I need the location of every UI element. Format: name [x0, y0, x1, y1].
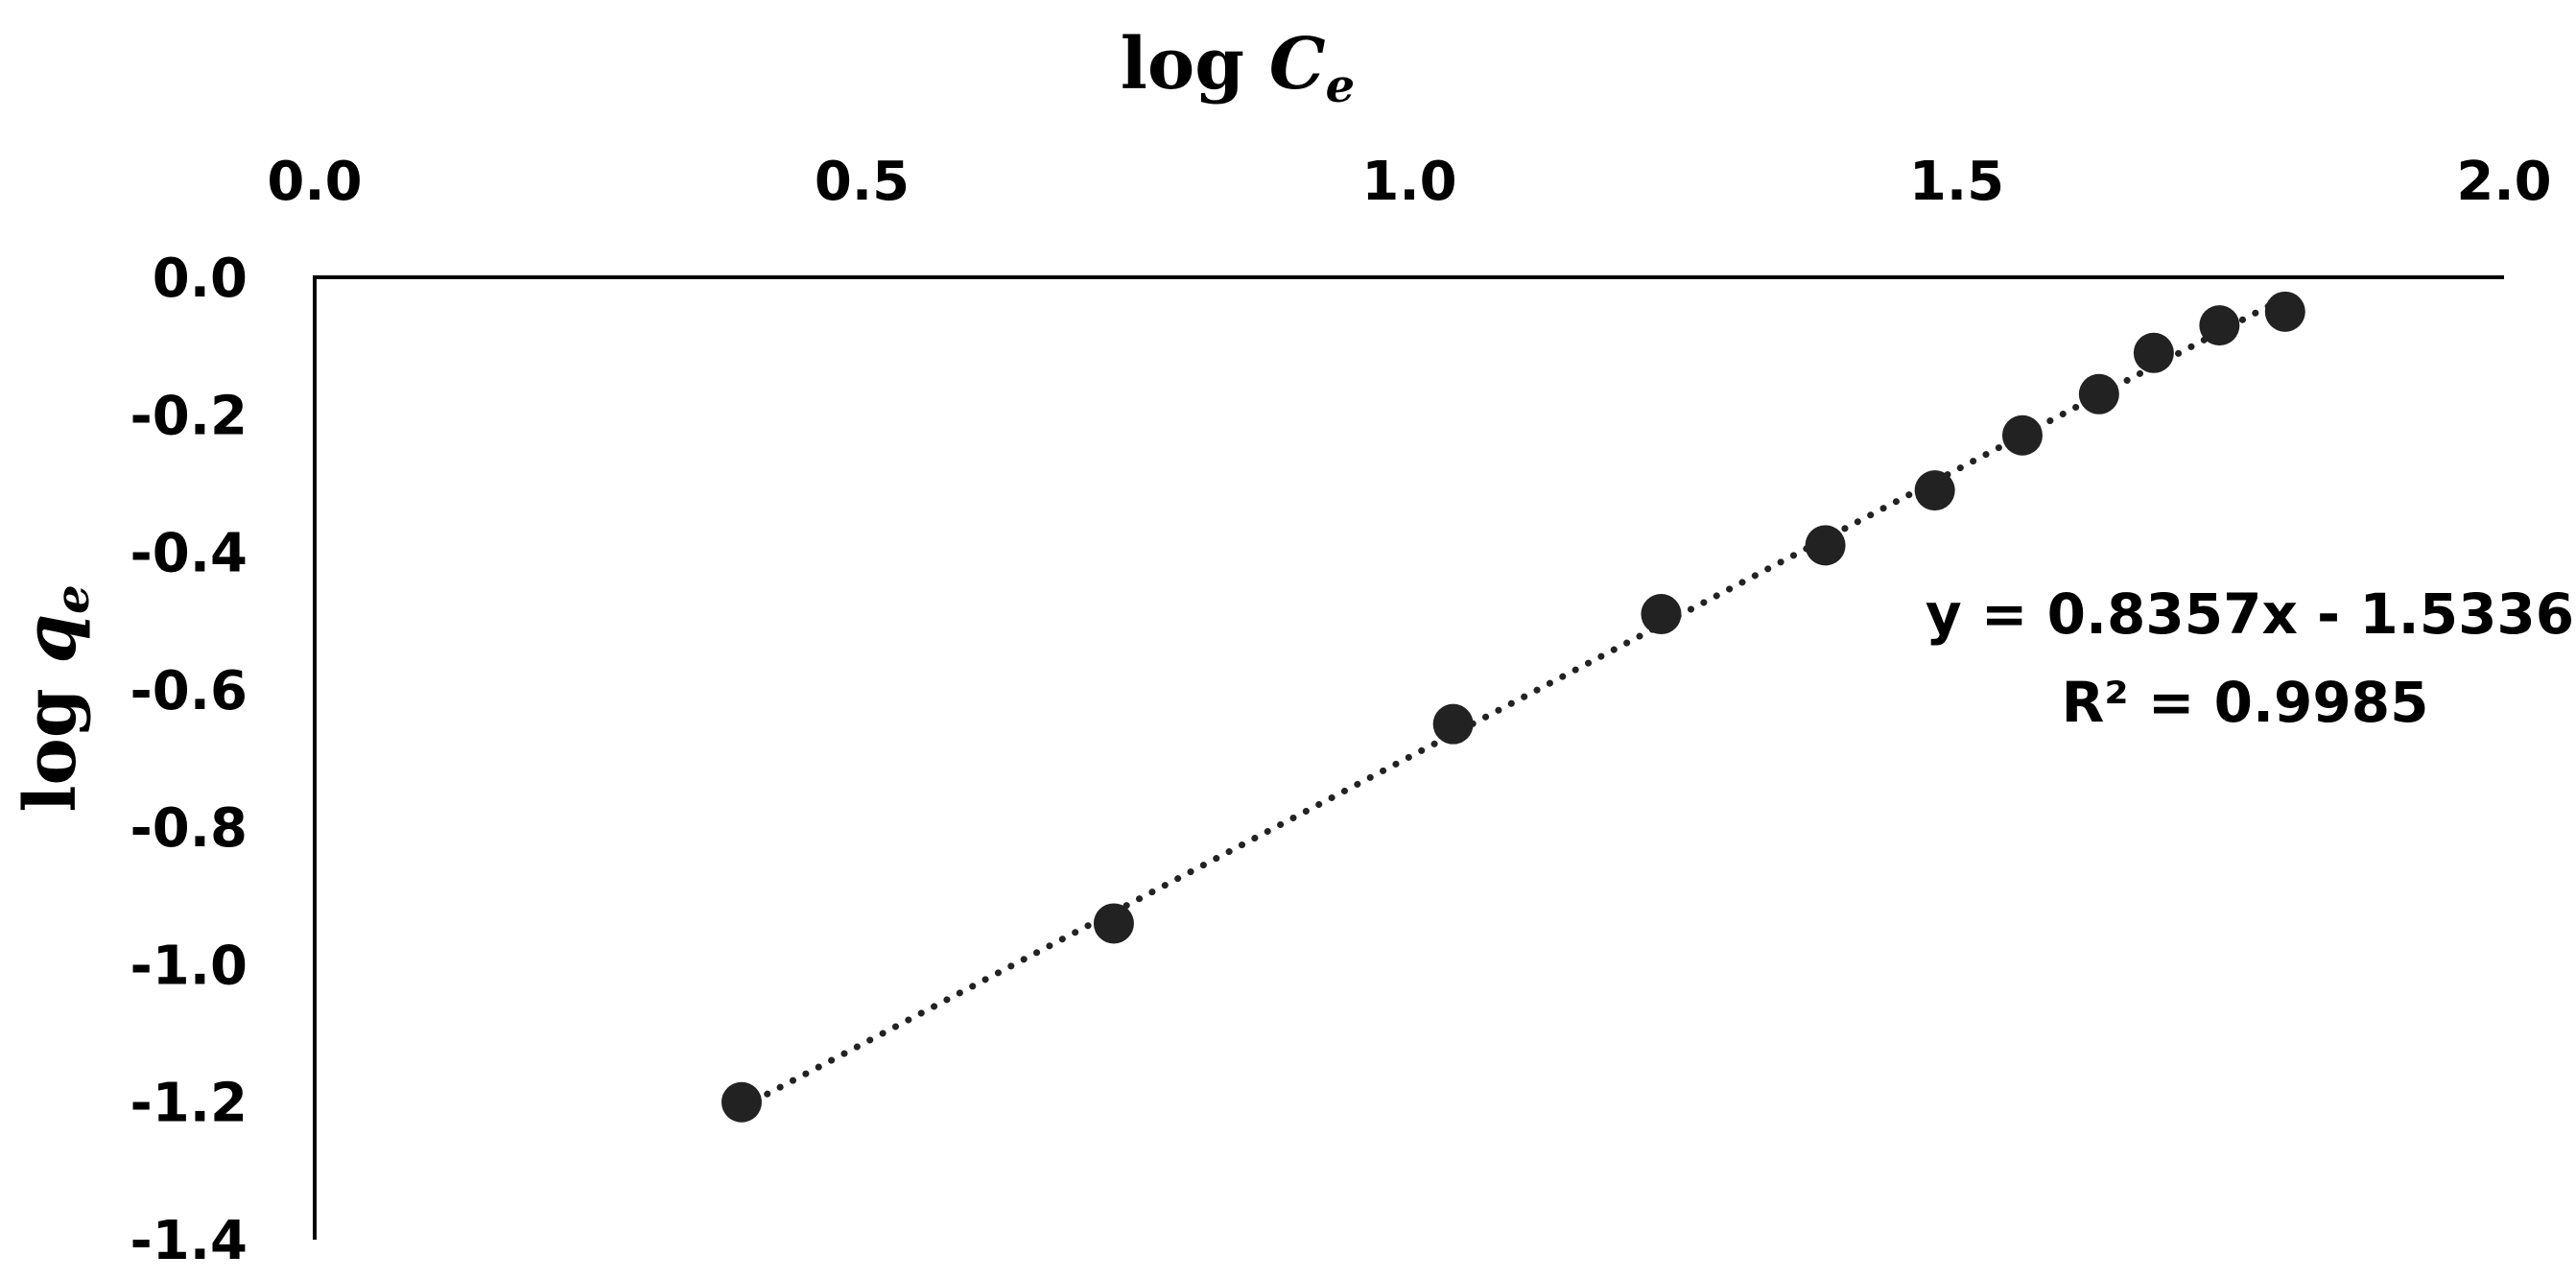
y-axis-title-group: log qe	[10, 584, 100, 812]
data-point	[1914, 470, 1955, 511]
data-point	[1093, 903, 1134, 944]
x-tick-label: 0.0	[267, 151, 362, 213]
trendline-group	[738, 294, 2289, 1111]
x-axis-title-sub: e	[1326, 59, 1356, 113]
x-axis-title-var: C	[1269, 23, 1326, 106]
data-point	[1805, 525, 1846, 566]
y-axis-title-main: log	[10, 664, 92, 813]
y-tick-label: -1.0	[130, 935, 248, 997]
data-point	[2264, 291, 2305, 332]
data-point	[1432, 703, 1474, 745]
regression-equation: y = 0.8357x - 1.5336	[1926, 581, 2574, 647]
y-axis-title-sub: e	[46, 584, 100, 614]
x-tick-label: 1.5	[1909, 151, 2004, 213]
data-point	[2078, 373, 2119, 414]
data-points	[721, 291, 2305, 1123]
x-axis-title-main: log	[1121, 23, 1269, 106]
data-point	[2133, 332, 2174, 373]
x-tick-label: 0.5	[815, 151, 910, 213]
x-tick-labels: 0.0 0.5 1.0 1.5 2.0	[267, 151, 2551, 213]
y-axis-title: log qe	[10, 584, 100, 812]
x-axis-title: log Ce	[1121, 23, 1355, 113]
data-point	[1641, 594, 1682, 635]
x-tick-label: 1.0	[1361, 151, 1456, 213]
y-tick-label: -0.8	[130, 797, 248, 860]
x-tick-label: 2.0	[2456, 151, 2551, 213]
trendline	[738, 294, 2289, 1111]
r-squared-label: R² = 0.9985	[2062, 670, 2429, 735]
data-point	[721, 1081, 762, 1123]
y-tick-label: -0.2	[130, 385, 248, 447]
y-axis-title-var: q	[10, 614, 92, 664]
y-tick-label: -1.4	[130, 1210, 248, 1272]
y-tick-label: -1.2	[130, 1073, 248, 1135]
data-point	[2001, 414, 2043, 456]
data-point	[2199, 305, 2240, 346]
y-tick-label: 0.0	[153, 248, 248, 310]
y-tick-label: -0.4	[130, 523, 248, 585]
y-tick-labels: 0.0 -0.2 -0.4 -0.6 -0.8 -1.0 -1.2 -1.4	[130, 248, 248, 1272]
y-tick-label: -0.6	[130, 660, 248, 722]
